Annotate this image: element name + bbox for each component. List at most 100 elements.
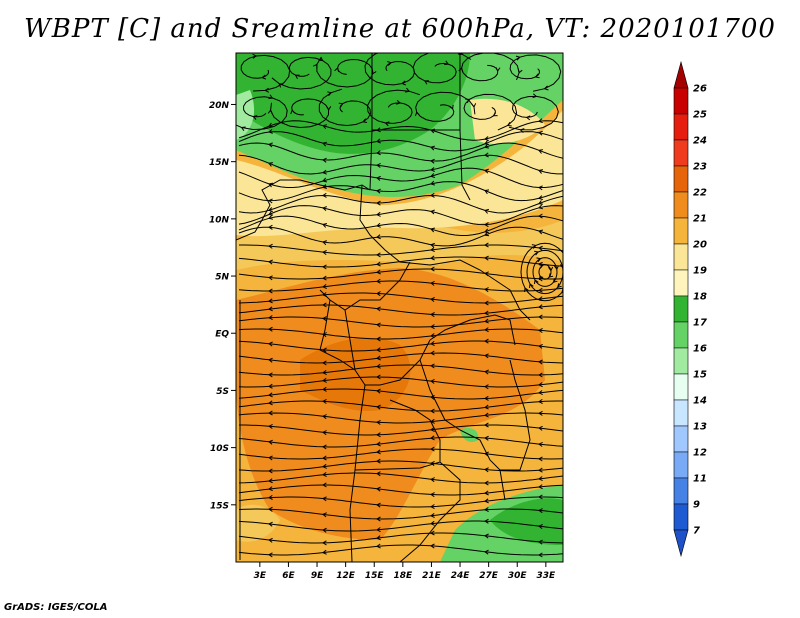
streamline-arrow [538,169,544,174]
streamline-arrow [449,104,454,110]
streamline-arrow [506,121,512,127]
streamline-arrow [268,392,273,398]
streamline-arrow [376,543,381,549]
streamline-arrow [268,400,273,406]
streamline-arrow [430,504,435,510]
colorbar-label: 24 [693,136,707,147]
colorbar-swatch [673,347,689,375]
streamline-arrow [322,430,327,436]
streamline-arrow [484,384,489,390]
streamline-arrow [322,275,327,281]
streamline [238,268,563,280]
streamline [238,280,563,292]
streamline-arrow [252,115,258,120]
streamline-arrow [444,60,449,66]
streamline-arrow [268,259,273,265]
streamline-arrow [382,53,383,54]
streamline-arrow [534,73,540,79]
streamline-arrow [268,357,273,363]
streamline [238,215,563,236]
streamline [238,460,563,472]
lat-label: 10S [210,444,229,454]
streamline-arrow [529,283,534,289]
streamline-arrow [536,257,542,263]
streamline-arrow [484,143,490,149]
streamline-arrow [322,414,327,420]
streamline-arrow [484,490,489,496]
streamline [238,496,563,508]
streamline [238,328,563,340]
streamline-arrow [538,467,543,473]
streamline-arrow [338,102,344,108]
streamline-arrow [376,535,381,541]
streamline-arrow [268,215,274,220]
colorbar-label: 26 [693,84,707,95]
streamline-arrow [484,208,490,214]
streamline-arrow [267,109,273,115]
streamline-arrow [484,189,490,195]
streamline-arrow [322,169,327,175]
streamline-arrow [495,67,501,72]
streamline [238,508,563,520]
lon-label: 9E [311,571,324,581]
streamline-arrow [484,255,489,261]
streamline-arrow [430,341,435,346]
streamline [538,264,552,280]
field-layer [236,53,570,562]
streamline-arrow [376,261,381,267]
streamline-arrow [430,227,436,233]
streamline-arrow [430,158,435,164]
colorbar-label: 17 [693,318,707,329]
streamline-arrow [268,207,273,212]
streamline-arrow [430,209,435,215]
streamline-arrow [240,126,246,131]
streamline-arrow [430,492,435,498]
streamline-arrow [538,425,543,431]
streamline-arrow [538,264,544,269]
streamline-arrow [322,206,327,211]
colorbar-label: 9 [693,500,700,511]
streamline-arrow [376,222,381,228]
streamline [238,484,563,496]
streamline-arrow [430,520,435,526]
streamline-arrow [484,338,489,344]
streamline-arrow [401,80,406,86]
streamline [238,412,563,424]
streamline-arrow [538,200,543,205]
colorbar-swatch [673,373,689,401]
streamline-arrow [322,398,327,404]
streamline-arrow [538,476,543,482]
streamline-arrow [322,472,327,477]
streamline-arrow [268,243,273,249]
streamline-arrow [484,507,489,513]
streamline-arrow [376,471,381,477]
longitude-axis: 3E 6E 9E 12E 15E 18E 21E 24E 27E 30E 33E [254,562,556,581]
streamline [520,242,563,302]
streamline-arrow [290,109,296,115]
streamline-arrow [268,315,273,321]
streamline-arrow [538,328,543,334]
streamline-arrow [519,128,525,133]
streamline-arrow [268,224,273,230]
streamline-arrow [484,242,489,248]
streamline-arrow [376,449,381,455]
streamline-arrow [430,312,435,318]
streamline-arrow [376,516,381,522]
streamline-arrow [414,111,420,117]
streamline-arrow [268,298,273,304]
streamline-arrow [268,537,273,543]
streamline-arrow [268,326,273,332]
streamline-arrow [484,480,489,486]
colorbar-swatch [673,503,689,531]
streamline-arrow [268,552,273,558]
colorbar-swatch [673,399,689,427]
streamline-arrow [322,455,327,461]
map-frame [235,52,564,563]
streamline [238,226,563,247]
lat-label: 20N [209,101,230,111]
streamline-arrow [566,263,570,267]
streamline-arrow [538,508,543,514]
colorbar-swatch [673,477,689,505]
streamline-arrow [322,444,327,450]
